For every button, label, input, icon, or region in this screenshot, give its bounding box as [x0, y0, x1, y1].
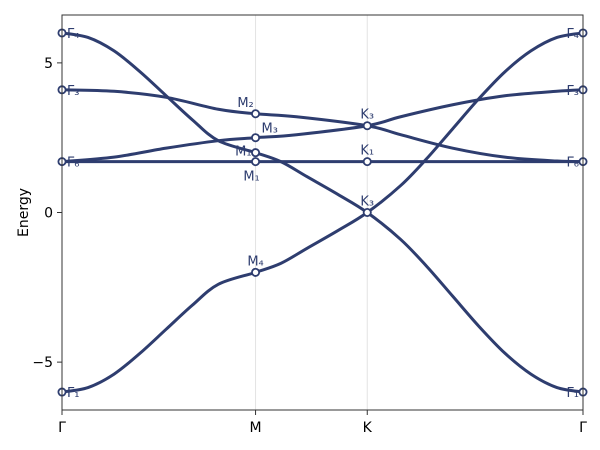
point-label: Γ₃ [67, 84, 79, 99]
x-tick-label: Γ [58, 420, 66, 436]
point-label: M₂ [237, 96, 253, 111]
point-labels: Γ₄ Γ₃ Γ₆ Γ₁ Γ₄ Γ₃ Γ₆ Γ₁ M₂ M₃ M₁ M₁ M₄ K₃ K₁ K₃ [67, 27, 579, 401]
symmetry-point-marker [251, 157, 261, 167]
y-tick-label: 0 [44, 206, 53, 222]
symmetry-point-marker [362, 121, 372, 131]
symmetry-point-marker [362, 207, 372, 217]
y-axis-ticks: −5 0 5 [32, 56, 62, 371]
symmetry-point-marker [362, 157, 372, 167]
band-line-1 [61, 31, 584, 394]
point-label: Γ₆ [567, 156, 579, 171]
grid-lines [255, 15, 368, 410]
point-label: Γ₁ [567, 386, 579, 401]
band-line-3 [61, 88, 584, 164]
point-label: M₁ [235, 145, 251, 160]
point-label: Γ₆ [67, 156, 79, 171]
point-label: Γ₄ [567, 27, 579, 42]
x-tick-label: K [363, 420, 373, 436]
point-label: M₁ [243, 170, 259, 185]
point-label: Γ₄ [67, 27, 79, 42]
point-label: Γ₃ [567, 84, 579, 99]
symmetry-point-marker [251, 133, 261, 143]
point-label: K₃ [360, 108, 374, 123]
y-tick-label: −5 [32, 355, 53, 371]
x-tick-label: Γ [579, 420, 587, 436]
symmetry-point-marker [251, 109, 261, 119]
point-label: K₃ [360, 195, 374, 210]
point-label: Γ₁ [67, 386, 79, 401]
symmetry-point-marker [251, 267, 261, 277]
x-tick-label: M [250, 420, 262, 436]
y-axis-label: Energy [16, 188, 32, 237]
band-line-2 [61, 31, 584, 394]
band-line-4 [61, 88, 584, 164]
point-label: M₄ [247, 254, 263, 269]
y-tick-label: 5 [44, 56, 53, 72]
symmetry-point-marker [251, 148, 261, 158]
point-label: M₃ [262, 122, 278, 137]
symmetry-points [57, 28, 588, 397]
plot-frame [61, 14, 584, 411]
point-label: K₁ [360, 144, 374, 159]
band-lines [61, 31, 584, 394]
